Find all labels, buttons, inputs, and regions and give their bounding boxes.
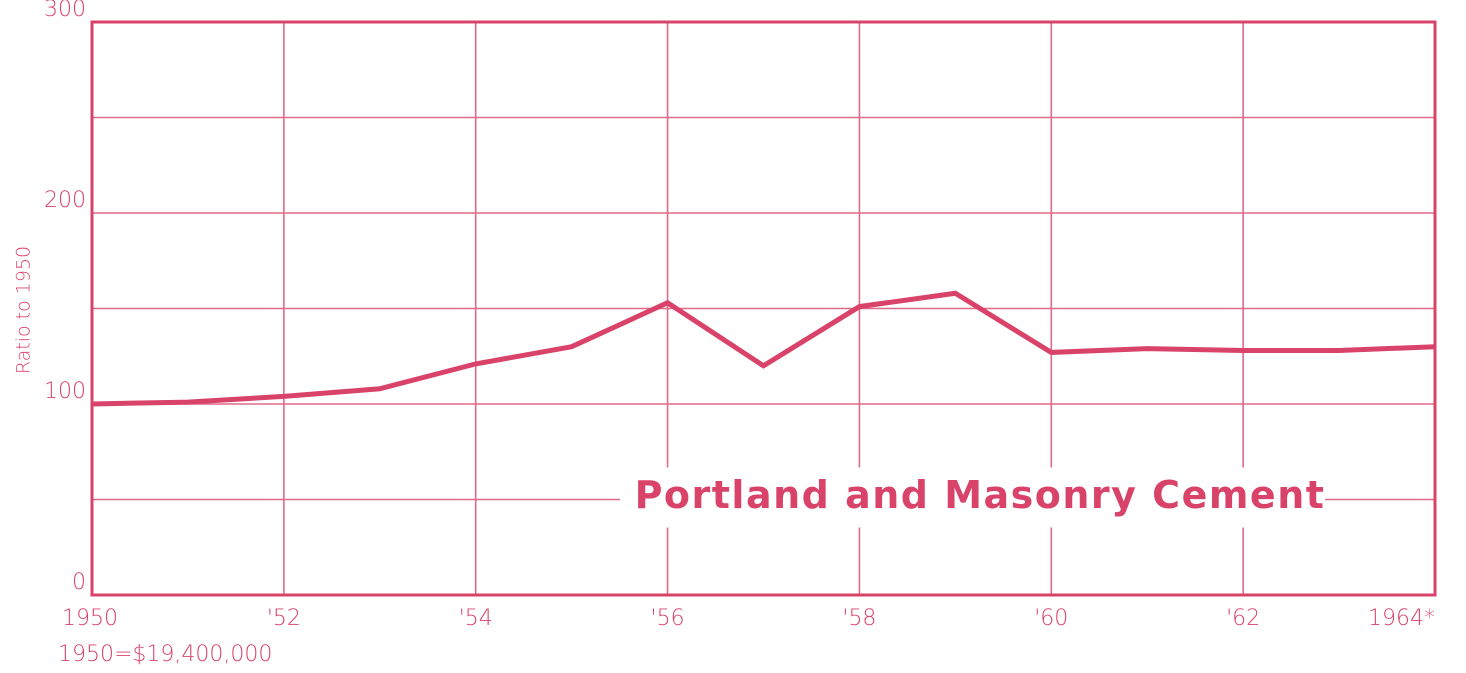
y-tick-label: 100: [44, 379, 86, 404]
note: 1950=$19,400,000: [58, 642, 272, 667]
plot-frame: [90, 20, 1437, 597]
y-axis-label: Ratio to 1950: [13, 246, 35, 374]
x-tick-label: 1950: [62, 606, 118, 631]
x-tick-label: '58: [842, 606, 876, 631]
x-tick-label: 1964*: [1368, 606, 1435, 631]
x-tick-label: '62: [1226, 606, 1260, 631]
data-line: [91, 290, 1436, 407]
y-tick-label: 200: [44, 188, 86, 213]
x-tick-label: '54: [459, 606, 493, 631]
x-tick-label: '52: [267, 606, 301, 631]
title-background: [620, 467, 1325, 528]
chart-title: Portland and Masonry Cement: [635, 473, 1326, 517]
x-tick-label: '56: [651, 606, 685, 631]
x-tick-label: '60: [1034, 606, 1068, 631]
y-tick-label: 0: [72, 570, 86, 595]
y-tick-label: 300: [44, 0, 86, 22]
